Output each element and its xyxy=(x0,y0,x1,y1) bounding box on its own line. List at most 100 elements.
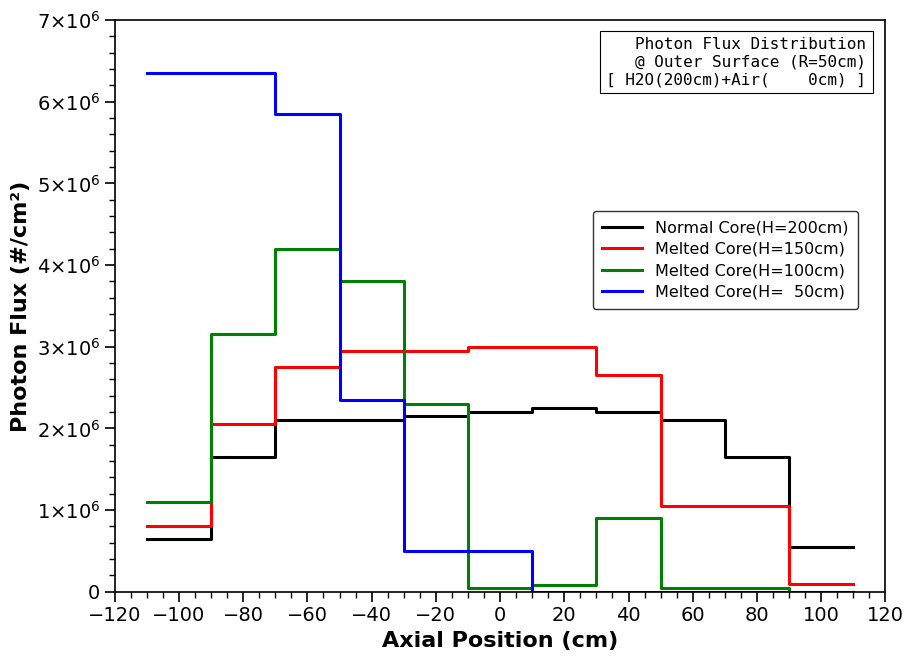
Melted Core(H=  50cm) xyxy=(655,588,666,596)
Normal Core(H=200cm) xyxy=(527,408,538,416)
Melted Core(H=100cm) xyxy=(655,514,666,522)
Melted Core(H=100cm) xyxy=(527,584,538,592)
Line: Normal Core(H=200cm): Normal Core(H=200cm) xyxy=(147,408,854,547)
Melted Core(H=150cm) xyxy=(206,522,217,530)
Melted Core(H=  50cm) xyxy=(527,547,538,555)
Normal Core(H=200cm) xyxy=(398,416,409,424)
Melted Core(H=150cm) xyxy=(270,420,281,428)
Melted Core(H=  50cm) xyxy=(206,69,217,77)
Normal Core(H=200cm) xyxy=(462,408,473,416)
Normal Core(H=200cm) xyxy=(206,535,217,543)
Melted Core(H=  50cm) xyxy=(206,69,217,77)
Melted Core(H=  50cm) xyxy=(398,396,409,404)
Melted Core(H=  50cm) xyxy=(527,547,538,555)
Normal Core(H=200cm) xyxy=(591,404,602,412)
Melted Core(H=100cm) xyxy=(462,400,473,408)
Melted Core(H=100cm) xyxy=(591,581,602,589)
Melted Core(H=100cm) xyxy=(270,330,281,338)
Melted Core(H=150cm) xyxy=(270,363,281,371)
Melted Core(H=  50cm) xyxy=(142,69,153,77)
Melted Core(H=100cm) xyxy=(462,400,473,408)
Melted Core(H=150cm) xyxy=(527,343,538,351)
Normal Core(H=200cm) xyxy=(655,408,666,416)
Melted Core(H=150cm) xyxy=(206,522,217,530)
Melted Core(H=150cm) xyxy=(462,347,473,355)
Melted Core(H=  50cm) xyxy=(655,588,666,596)
Melted Core(H=150cm) xyxy=(334,363,345,371)
Melted Core(H=100cm) xyxy=(206,330,217,338)
Normal Core(H=200cm) xyxy=(270,416,281,424)
Melted Core(H=  50cm) xyxy=(719,588,730,596)
Melted Core(H=  50cm) xyxy=(719,588,730,596)
Melted Core(H=100cm) xyxy=(334,245,345,253)
Normal Core(H=200cm) xyxy=(527,404,538,412)
Melted Core(H=  50cm) xyxy=(270,69,281,77)
Melted Core(H=150cm) xyxy=(848,580,859,588)
Melted Core(H=150cm) xyxy=(591,371,602,379)
Melted Core(H=150cm) xyxy=(655,502,666,510)
Melted Core(H=  50cm) xyxy=(783,588,794,596)
Melted Core(H=  50cm) xyxy=(527,588,538,596)
Melted Core(H=100cm) xyxy=(719,584,730,592)
Melted Core(H=150cm) xyxy=(719,502,730,510)
Melted Core(H=100cm) xyxy=(783,584,794,592)
Melted Core(H=100cm) xyxy=(270,330,281,338)
Normal Core(H=200cm) xyxy=(655,408,666,416)
Melted Core(H=100cm) xyxy=(783,588,794,596)
Normal Core(H=200cm) xyxy=(462,412,473,420)
Melted Core(H=100cm) xyxy=(591,514,602,522)
Melted Core(H=100cm) xyxy=(527,581,538,589)
Melted Core(H=  50cm) xyxy=(591,588,602,596)
Melted Core(H=150cm) xyxy=(719,502,730,510)
Melted Core(H=  50cm) xyxy=(334,396,345,404)
Melted Core(H=150cm) xyxy=(398,347,409,355)
Melted Core(H=150cm) xyxy=(719,502,730,510)
Melted Core(H=  50cm) xyxy=(462,547,473,555)
Melted Core(H=150cm) xyxy=(655,371,666,379)
Normal Core(H=200cm) xyxy=(783,543,794,551)
Text: Photon Flux Distribution
@ Outer Surface (R=50cm)
[ H2O(200cm)+Air(    0cm) ]: Photon Flux Distribution @ Outer Surface… xyxy=(607,37,867,87)
Melted Core(H=  50cm) xyxy=(848,588,859,596)
Normal Core(H=200cm) xyxy=(398,416,409,424)
Melted Core(H=100cm) xyxy=(206,498,217,506)
Melted Core(H=150cm) xyxy=(783,502,794,510)
Normal Core(H=200cm) xyxy=(719,453,730,461)
Melted Core(H=150cm) xyxy=(206,420,217,428)
Normal Core(H=200cm) xyxy=(462,412,473,420)
Normal Core(H=200cm) xyxy=(591,404,602,412)
Normal Core(H=200cm) xyxy=(142,535,153,543)
Melted Core(H=  50cm) xyxy=(462,547,473,555)
Line: Melted Core(H=150cm): Melted Core(H=150cm) xyxy=(147,347,854,584)
Melted Core(H=100cm) xyxy=(398,400,409,408)
Line: Melted Core(H=  50cm): Melted Core(H= 50cm) xyxy=(147,73,854,592)
Melted Core(H=100cm) xyxy=(783,584,794,592)
Normal Core(H=200cm) xyxy=(206,535,217,543)
Melted Core(H=  50cm) xyxy=(334,110,345,118)
Melted Core(H=100cm) xyxy=(719,584,730,592)
Normal Core(H=200cm) xyxy=(398,412,409,420)
Melted Core(H=150cm) xyxy=(142,522,153,530)
Melted Core(H=  50cm) xyxy=(270,69,281,77)
Melted Core(H=  50cm) xyxy=(398,547,409,555)
Melted Core(H=100cm) xyxy=(334,277,345,285)
Melted Core(H=100cm) xyxy=(527,584,538,592)
Melted Core(H=100cm) xyxy=(334,245,345,253)
Melted Core(H=100cm) xyxy=(719,584,730,592)
Melted Core(H=  50cm) xyxy=(719,588,730,596)
Melted Core(H=150cm) xyxy=(334,347,345,355)
Melted Core(H=  50cm) xyxy=(462,547,473,555)
Melted Core(H=150cm) xyxy=(527,343,538,351)
Melted Core(H=100cm) xyxy=(142,498,153,506)
Melted Core(H=  50cm) xyxy=(334,110,345,118)
Melted Core(H=100cm) xyxy=(655,514,666,522)
Melted Core(H=100cm) xyxy=(462,584,473,592)
Normal Core(H=200cm) xyxy=(527,408,538,416)
Normal Core(H=200cm) xyxy=(334,416,345,424)
Melted Core(H=150cm) xyxy=(462,343,473,351)
Melted Core(H=150cm) xyxy=(398,347,409,355)
Melted Core(H=  50cm) xyxy=(655,588,666,596)
Normal Core(H=200cm) xyxy=(783,453,794,461)
Normal Core(H=200cm) xyxy=(591,408,602,416)
Melted Core(H=100cm) xyxy=(270,245,281,253)
Normal Core(H=200cm) xyxy=(270,453,281,461)
